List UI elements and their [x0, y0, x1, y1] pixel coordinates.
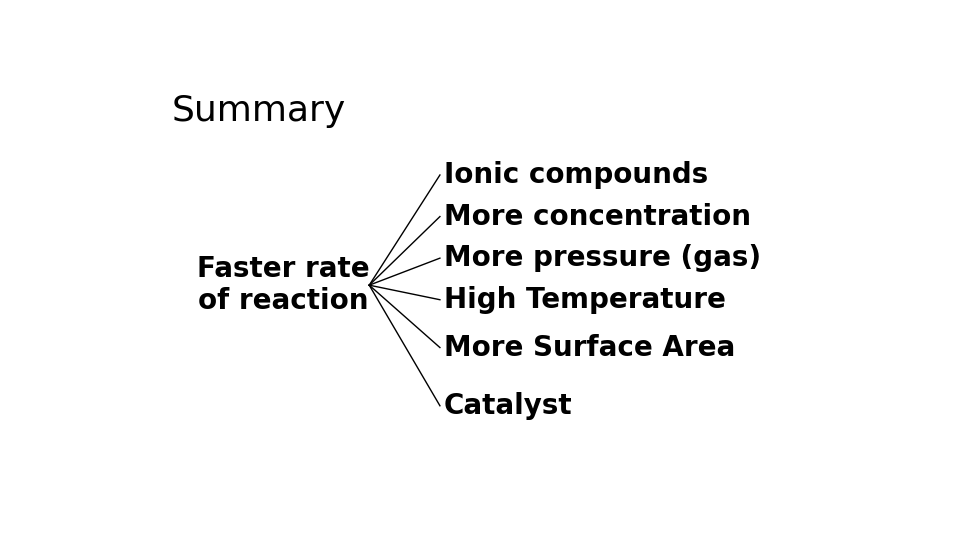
Text: More concentration: More concentration [444, 202, 751, 231]
Text: Summary: Summary [172, 94, 347, 128]
Text: More pressure (gas): More pressure (gas) [444, 244, 760, 272]
Text: Ionic compounds: Ionic compounds [444, 161, 708, 189]
Text: Faster rate
of reaction: Faster rate of reaction [198, 255, 370, 315]
Text: High Temperature: High Temperature [444, 286, 726, 314]
Text: Catalyst: Catalyst [444, 392, 572, 420]
Text: More Surface Area: More Surface Area [444, 334, 735, 362]
